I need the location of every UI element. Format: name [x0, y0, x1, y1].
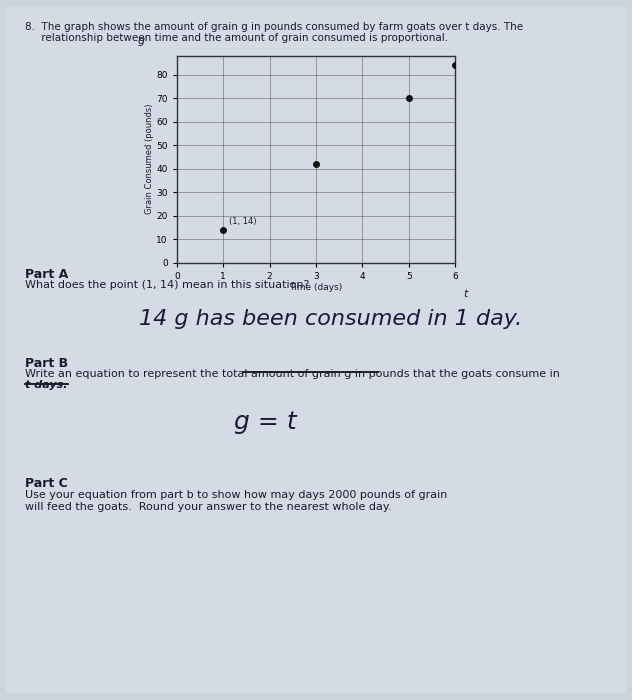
X-axis label: Time (days): Time (days): [289, 284, 343, 293]
Text: Part A: Part A: [25, 268, 68, 281]
Text: g: g: [138, 36, 145, 46]
Text: 14 g has been consumed in 1 day.: 14 g has been consumed in 1 day.: [139, 309, 522, 330]
Text: (1, 14): (1, 14): [229, 217, 257, 226]
Text: Write an equation to represent the total amount of grain g in pounds that the go: Write an equation to represent the total…: [25, 369, 560, 379]
Text: Part C: Part C: [25, 477, 68, 491]
Text: Part B: Part B: [25, 357, 68, 370]
Text: t days.: t days.: [25, 380, 68, 390]
Text: What does the point (1, 14) mean in this situation?: What does the point (1, 14) mean in this…: [25, 280, 310, 290]
Text: 8.  The graph shows the amount of grain g in pounds consumed by farm goats over : 8. The graph shows the amount of grain g…: [25, 22, 523, 32]
Text: relationship between time and the amount of grain consumed is proportional.: relationship between time and the amount…: [25, 33, 449, 43]
Text: g = t: g = t: [234, 410, 296, 433]
Text: t: t: [463, 289, 468, 300]
Text: Use your equation from part b to show how may days 2000 pounds of grain: Use your equation from part b to show ho…: [25, 490, 447, 500]
Y-axis label: Grain Consumed (pounds): Grain Consumed (pounds): [145, 104, 154, 214]
Text: will feed the goats.  Round your answer to the nearest whole day.: will feed the goats. Round your answer t…: [25, 502, 392, 512]
